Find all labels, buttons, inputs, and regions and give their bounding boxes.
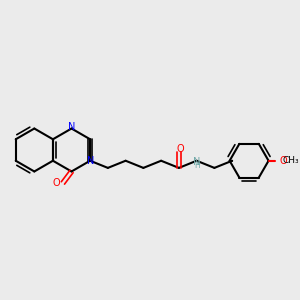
Text: O: O — [53, 178, 60, 188]
Text: H: H — [194, 161, 200, 170]
Text: O: O — [279, 156, 287, 166]
Text: CH₃: CH₃ — [283, 156, 299, 165]
Text: N: N — [68, 122, 75, 132]
Text: N: N — [193, 158, 200, 167]
Text: N: N — [87, 156, 95, 166]
Text: O: O — [176, 144, 184, 154]
